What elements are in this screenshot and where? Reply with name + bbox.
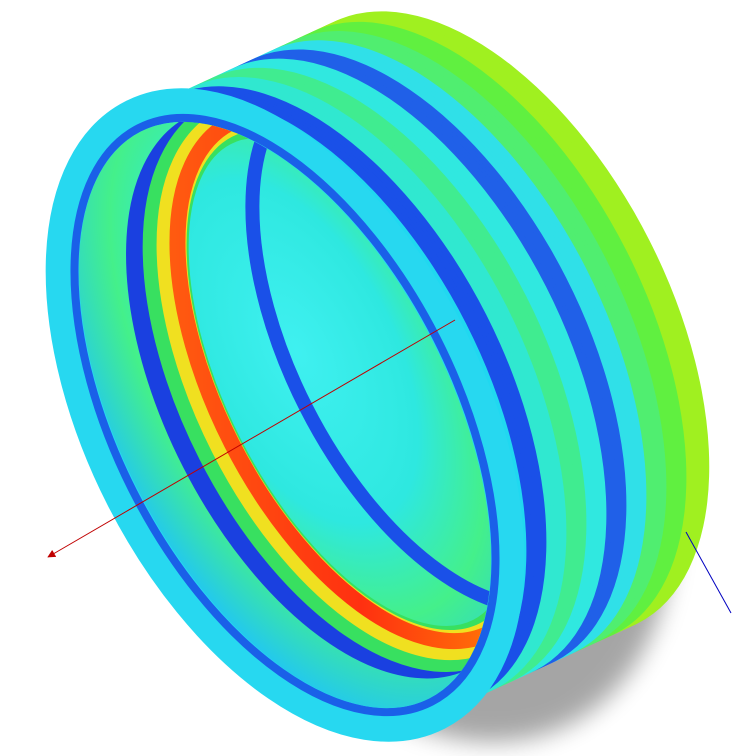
x-axis — [47, 319, 456, 558]
rim-edge — [70, 113, 500, 717]
z-axis — [685, 531, 732, 614]
front-rim — [45, 88, 525, 742]
